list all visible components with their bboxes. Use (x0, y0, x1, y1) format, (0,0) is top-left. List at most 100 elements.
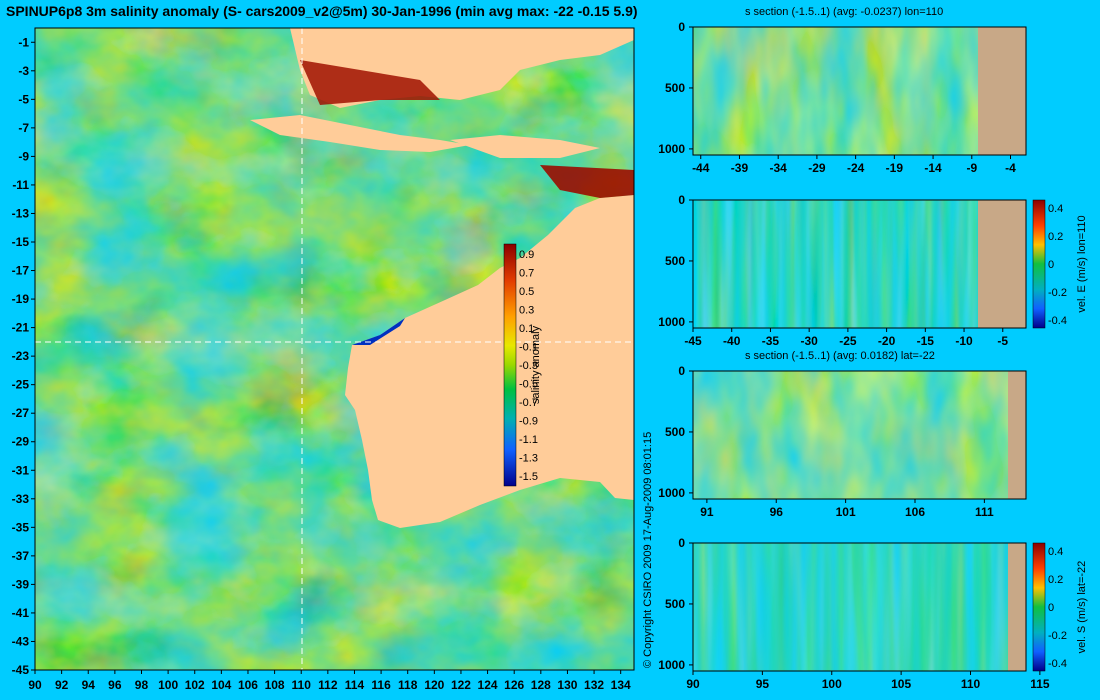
section-x-tick-label: -34 (770, 161, 788, 175)
map-colorbar-tick-label: -0.9 (519, 416, 538, 428)
section-y-tick-label: 1000 (658, 658, 685, 672)
section4-frame (692, 542, 1027, 672)
section-y-tick-label: 1000 (658, 142, 685, 156)
map-y-tick-label: -1 (18, 35, 29, 49)
map-y-tick-label: -25 (12, 378, 30, 392)
section-x-tick-label: -40 (723, 334, 741, 348)
map-anomaly-timor (540, 165, 634, 198)
section-y-tick-label: 0 (678, 364, 685, 378)
section3-panel: 91 96 101 106 111 0 500 1000 (658, 364, 1027, 519)
map-y-axis: -1 -3 -5 -7 -9 -11 -13 -15 -17 -19 -21 -23 -25 -27 -29… (12, 35, 35, 677)
section-y-tick-label: 0 (678, 193, 685, 207)
map-y-tick-label: -7 (18, 121, 29, 135)
section-colorbar-tick-label: 0.2 (1048, 574, 1063, 586)
section-colorbar-tick-label: -0.2 (1048, 287, 1067, 299)
section4-land (1008, 543, 1026, 671)
section4-colorbar-label: vel. S (m/s) lat=-22 (1076, 561, 1088, 654)
section3-heatmap (693, 371, 1026, 499)
section-y-tick-label: 500 (665, 425, 685, 439)
map-colorbar-label: salinity anomaly (530, 325, 542, 404)
section2-colorbar-ticks: 0.4 0.2 0 -0.2 -0.4 (1048, 203, 1067, 327)
map-colorbar-tick-label: 0.7 (519, 268, 534, 280)
map-colorbar-tick-label: 0.3 (519, 305, 534, 317)
map-x-tick-label: 94 (82, 678, 96, 692)
map-x-tick-label: 122 (451, 678, 471, 692)
map-y-tick-label: -29 (12, 435, 30, 449)
section-x-tick-label: -39 (731, 161, 749, 175)
map-x-tick-label: 98 (135, 678, 149, 692)
map-x-tick-label: 130 (557, 678, 577, 692)
section-x-tick-label: -20 (878, 334, 896, 348)
section-x-tick-label: -30 (800, 334, 818, 348)
section-x-tick-label: 91 (700, 505, 714, 519)
map-colorbar (503, 243, 517, 487)
section1-y-axis: 0 500 1000 (658, 20, 693, 156)
land-lesser-sunda (450, 135, 600, 158)
section-x-tick-label: -45 (684, 334, 702, 348)
map-y-tick-label: -19 (12, 292, 30, 306)
map-x-tick-label: 124 (478, 678, 498, 692)
section-x-tick-label: -44 (692, 161, 710, 175)
section1-frame (692, 26, 1027, 156)
section-x-tick-label: 101 (836, 505, 856, 519)
section-x-tick-label: 95 (756, 677, 770, 691)
map-y-tick-label: -23 (12, 349, 30, 363)
map-y-tick-label: -11 (12, 178, 29, 192)
section-colorbar-tick-label: 0.4 (1048, 546, 1063, 558)
map-y-tick-label: -31 (12, 463, 30, 477)
section1-panel: -44 -39 -34 -29 -24 -19 -14 -9 -4 0 500 1000 (658, 20, 1027, 175)
map-colorbar-tick-label: -0.1 (519, 342, 538, 354)
section-colorbar-tick-label: 0 (1048, 602, 1054, 614)
section1-x-axis: -44 -39 -34 -29 -24 -19 -14 -9 -4 (692, 155, 1016, 175)
map-coastal-current (352, 318, 405, 345)
map-y-tick-label: -17 (12, 264, 30, 278)
map-y-tick-label: -5 (18, 92, 29, 106)
map-y-tick-label: -35 (12, 520, 30, 534)
section-x-tick-label: -10 (955, 334, 973, 348)
map-colorbar-tick-label: -1.1 (519, 434, 538, 446)
map-y-tick-label: -3 (18, 64, 29, 78)
section-y-tick-label: 1000 (658, 315, 685, 329)
map-colorbar-tick-label: 0.5 (519, 286, 534, 298)
map-colorbar-tick-label: -1.3 (519, 453, 538, 465)
map-y-tick-label: -41 (12, 606, 30, 620)
section-y-tick-label: 500 (665, 254, 685, 268)
section-colorbar-tick-label: 0 (1048, 259, 1054, 271)
map-y-tick-label: -33 (12, 492, 30, 506)
section1-land (978, 27, 1026, 155)
section-x-tick-label: 100 (822, 677, 842, 691)
section-x-tick-label: 96 (770, 505, 784, 519)
section3-land (1008, 371, 1026, 499)
map-frame (34, 27, 635, 671)
land-java (250, 115, 470, 152)
section-x-tick-label: -15 (917, 334, 935, 348)
map-x-tick-label: 134 (611, 678, 631, 692)
map-x-tick-label: 112 (318, 678, 338, 692)
section4-heatmap (693, 543, 1026, 671)
section-x-tick-label: -24 (847, 161, 865, 175)
section2-colorbar-label: vel. E (m/s) lon=110 (1076, 215, 1088, 312)
section-x-tick-label: 111 (975, 505, 994, 519)
map-panel: 90 92 94 96 98 100 102 104 106 108 110 112 114 116 118… (12, 27, 635, 692)
section-x-tick-label: -35 (762, 334, 780, 348)
section2-colorbar (1032, 199, 1046, 329)
section-x-tick-label: 115 (1030, 677, 1050, 691)
section-y-tick-label: 500 (665, 597, 685, 611)
land-australia (345, 195, 634, 528)
map-colorbar-tick-label: -0.5 (519, 379, 538, 391)
map-x-tick-label: 108 (265, 678, 285, 692)
map-x-tick-label: 114 (345, 678, 365, 692)
section-x-tick-label: -19 (886, 161, 904, 175)
map-x-tick-label: 96 (108, 678, 122, 692)
section-y-tick-label: 500 (665, 81, 685, 95)
map-y-tick-label: -37 (12, 549, 30, 563)
map-y-tick-label: -27 (12, 406, 30, 420)
section1-heatmap (693, 27, 1026, 155)
map-x-tick-label: 116 (371, 678, 391, 692)
map-x-tick-label: 90 (28, 678, 42, 692)
section4-colorbar (1032, 542, 1046, 672)
map-x-tick-label: 102 (185, 678, 205, 692)
section-colorbar-tick-label: -0.4 (1048, 658, 1067, 670)
map-y-tick-label: -39 (12, 577, 30, 591)
land-south-coast (600, 478, 634, 500)
